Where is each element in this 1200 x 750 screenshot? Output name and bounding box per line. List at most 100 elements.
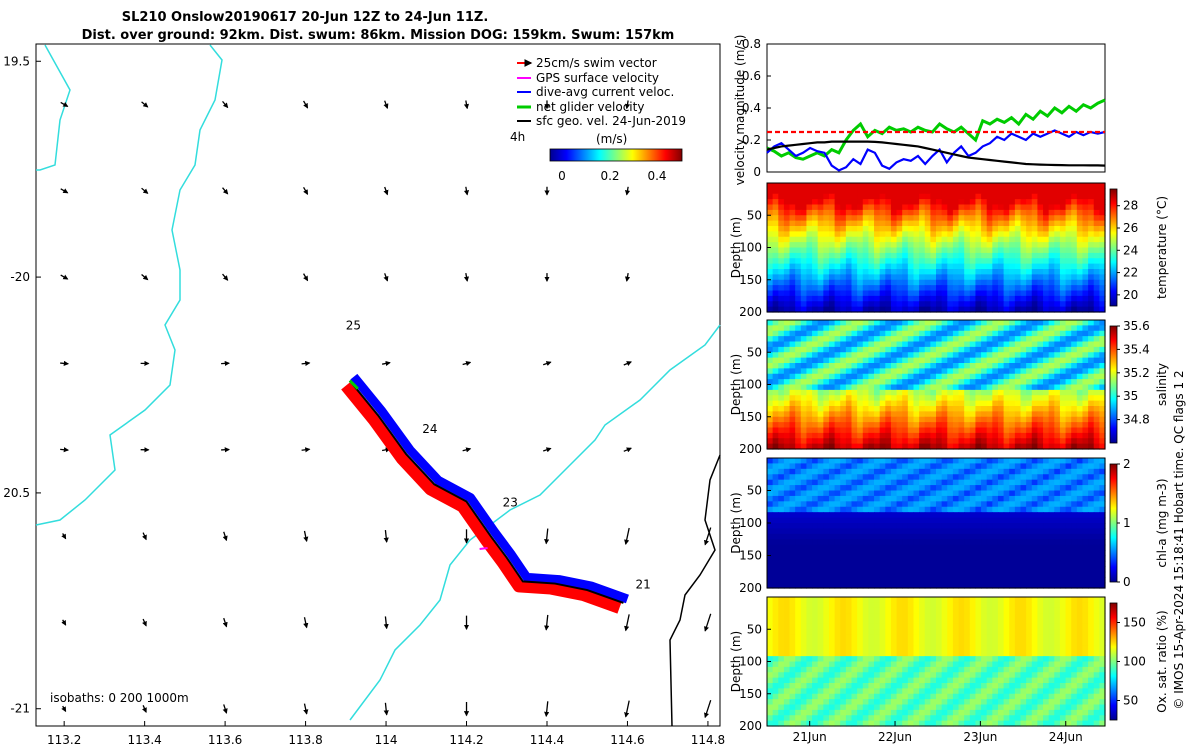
heat-cell [1099,506,1106,513]
heat-cell [890,363,898,369]
heat-cell [896,411,903,418]
heat-cell [1082,613,1089,620]
heat-cell [1071,301,1078,308]
heat-cell [857,463,864,470]
heat-cell [890,263,898,270]
heat-cell [1031,623,1038,630]
heat-cell [992,432,999,439]
heat-cell [964,373,971,380]
heat-cell [958,183,965,189]
heat-cell [862,209,869,216]
heat-cell [1037,306,1044,313]
heat-cell [1048,242,1055,249]
heat-cell [941,269,948,275]
heat-cell [907,582,915,589]
heat-cell [997,618,1005,625]
heat-cell [817,285,824,292]
heat-cell [795,517,802,524]
heat-cell [862,295,869,302]
heat-cell [845,400,853,407]
geo-arrow [542,447,552,453]
heat-cell [1014,411,1022,418]
heat-cell [795,320,802,326]
heat-cell [1088,301,1095,308]
heat-cell [930,346,937,353]
heat-cell [969,550,977,557]
heat-cell [1048,406,1055,412]
heat-cell [930,577,937,584]
heat-cell [834,389,841,396]
heat-cell [1099,582,1106,589]
heat-cell [834,263,841,270]
heat-cell [783,463,791,470]
heat-cell [800,330,808,337]
heat-cell [1003,550,1010,557]
heat-cell [834,188,841,195]
heat-cell [947,582,954,589]
heat-cell [817,306,824,313]
heat-cell [772,613,779,620]
heat-cell [997,427,1005,434]
heat-cell [1003,215,1010,222]
heat-cell [1031,252,1038,259]
heat-cell [919,220,926,227]
heat-cell [913,204,920,211]
heat-cell [885,479,892,486]
heat-cell [969,539,977,546]
heat-cell [800,485,808,492]
heat-cell [772,550,779,557]
heat-cell [874,183,881,189]
heat-cell [874,301,881,308]
heat-cell [874,416,881,423]
heat-cell [1065,209,1072,216]
heat-cell [767,341,774,348]
heat-cell [1048,193,1055,200]
heat-cell [1071,528,1078,535]
heat-cell [823,274,830,281]
heat-cell [1088,389,1095,396]
heat-cell [902,193,909,200]
heat-cell [913,346,920,353]
heat-cell [845,443,853,450]
heat-cell [1054,379,1061,386]
heat-cell [857,474,864,481]
heat-cell [975,607,982,614]
heat-cell [1099,306,1106,313]
heat-cell [1099,411,1106,418]
heat-cell [834,468,841,475]
heat-cell [907,512,915,519]
depth-label: Depth (m) [729,492,743,553]
heat-cell [913,528,920,535]
heat-cell [1082,528,1089,535]
heat-cell [778,183,785,189]
heat-cell [834,566,841,573]
heat-cell [1071,295,1078,302]
heat-cell [812,582,819,589]
heat-cell [902,215,909,222]
heat-cell [992,479,999,486]
heat-cell [812,416,819,423]
heat-cell [778,555,785,562]
heat-cell [1065,416,1072,423]
heat-cell [1048,295,1055,302]
heat-cell [1037,247,1044,254]
heat-cell [1043,495,1050,502]
heat-cell [1026,247,1033,254]
heat-cell [919,512,926,519]
heat-cell [1088,220,1095,227]
heat-cell [1003,577,1010,584]
heat-cell [857,634,864,641]
heat-cell [986,629,993,636]
heat-cell [885,571,892,578]
heat-cell [823,263,830,270]
heat-cell [896,623,903,630]
heat-cell [1071,325,1078,332]
heat-cell [772,468,779,475]
heat-cell [845,290,853,297]
heat-cell [1003,330,1010,337]
heat-cell [1048,438,1055,445]
heat-cell [1071,517,1078,524]
heat-cell [930,607,937,614]
heat-cell [1093,368,1100,375]
heat-cell [1003,290,1010,297]
